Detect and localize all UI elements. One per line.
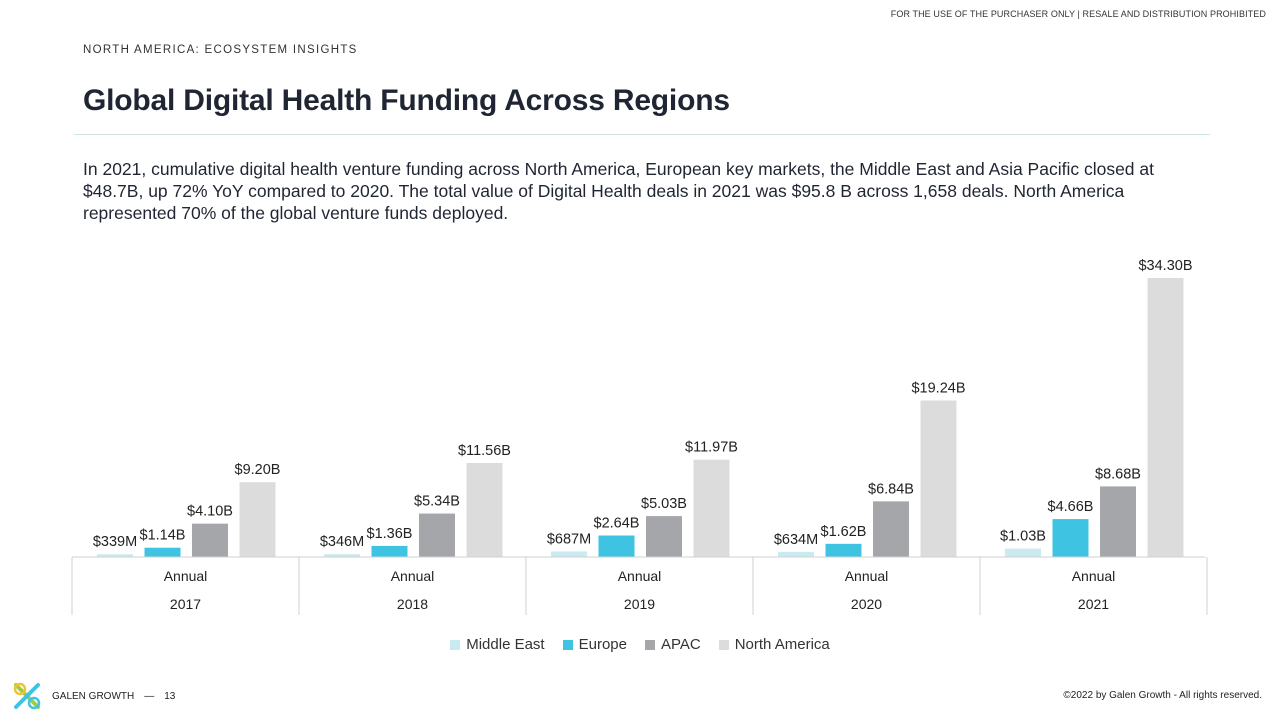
bar-apac [873, 501, 909, 557]
legend-item-north-america: North America [718, 636, 830, 653]
galen-growth-logo-icon [13, 682, 41, 710]
data-label: $5.34B [414, 494, 460, 510]
legend-swatch [644, 639, 655, 650]
section-kicker: NORTH AMERICA: ECOSYSTEM INSIGHTS [83, 44, 358, 56]
title-divider [74, 134, 1210, 135]
legend-item-apac: APAC [644, 636, 701, 653]
x-tick-label: 2017 [170, 596, 201, 612]
bar-middle-east [1005, 548, 1041, 557]
x-tick-label: 2018 [397, 596, 428, 612]
footer-brand: GALEN GROWTH — 13 [12, 681, 175, 711]
brand-name: GALEN GROWTH [52, 690, 135, 702]
data-label: $34.30B [1138, 258, 1192, 274]
legend-label: Europe [578, 636, 627, 653]
chart-legend: Middle East Europe APAC North America [0, 636, 1280, 653]
disclaimer: FOR THE USE OF THE PURCHASER ONLY | RESA… [890, 9, 1266, 19]
legend-swatch [562, 639, 573, 650]
legend-label: Middle East [466, 636, 545, 653]
legend-swatch [450, 639, 461, 650]
bar-middle-east [778, 551, 814, 557]
data-label: $1.14B [140, 528, 186, 544]
data-label: $8.68B [1095, 466, 1141, 482]
bar-middle-east [551, 551, 587, 557]
x-sub-tick-label: Annual [845, 568, 889, 584]
bar-middle-east [97, 554, 133, 557]
bar-europe [1052, 519, 1089, 557]
legend-item-europe: Europe [562, 636, 627, 653]
bar-apac [1100, 486, 1136, 557]
data-label: $2.64B [594, 516, 640, 532]
footer-separator: — [144, 690, 155, 702]
legend-item-middle-east: Middle East [450, 636, 545, 653]
x-sub-tick-label: Annual [618, 568, 662, 584]
bar-north-america [239, 482, 276, 557]
data-label: $4.66B [1048, 499, 1094, 515]
bar-europe [598, 535, 635, 557]
bar-europe [825, 543, 862, 557]
page-title: Global Digital Health Funding Across Reg… [83, 84, 730, 117]
data-label: $6.84B [868, 481, 914, 497]
bar-north-america [920, 400, 957, 557]
data-label: $11.97B [685, 440, 738, 456]
data-label: $1.36B [367, 526, 413, 542]
data-label: $9.20B [235, 462, 281, 478]
bar-europe [144, 547, 181, 557]
bar-north-america [693, 459, 730, 557]
x-tick-label: 2021 [1078, 596, 1109, 612]
bar-north-america [1147, 278, 1184, 557]
x-sub-tick-label: Annual [164, 568, 208, 584]
summary-paragraph: In 2021, cumulative digital health ventu… [83, 159, 1154, 223]
bar-apac [192, 523, 228, 557]
data-label: $4.10B [187, 504, 233, 520]
legend-label: North America [734, 636, 830, 653]
copyright: ©2022 by Galen Growth - All rights reser… [1063, 690, 1262, 701]
legend-swatch [718, 639, 729, 650]
x-tick-label: 2020 [851, 596, 882, 612]
data-label: $19.24B [911, 380, 965, 396]
bar-europe [371, 545, 408, 557]
data-label: $1.62B [821, 524, 867, 540]
page-number: 13 [164, 690, 176, 702]
bar-apac [646, 516, 682, 557]
x-tick-label: 2019 [624, 596, 655, 612]
legend-label: APAC [660, 636, 701, 653]
bar-apac [419, 513, 455, 557]
data-label: $346M [320, 534, 364, 550]
data-label: $5.03B [641, 496, 687, 512]
x-sub-tick-label: Annual [1072, 568, 1116, 584]
data-label: $687M [547, 531, 591, 547]
bar-middle-east [324, 554, 360, 557]
data-label: $1.03B [1000, 529, 1046, 545]
data-label: $634M [774, 532, 818, 548]
bar-north-america [466, 462, 503, 557]
funding-bar-chart: $339M $1.14B$4.10B$9.20BAnnual2017$346M$1… [71, 258, 1208, 615]
data-label: $11.56B [458, 443, 511, 459]
x-sub-tick-label: Annual [391, 568, 435, 584]
data-label: $339M [93, 534, 137, 550]
